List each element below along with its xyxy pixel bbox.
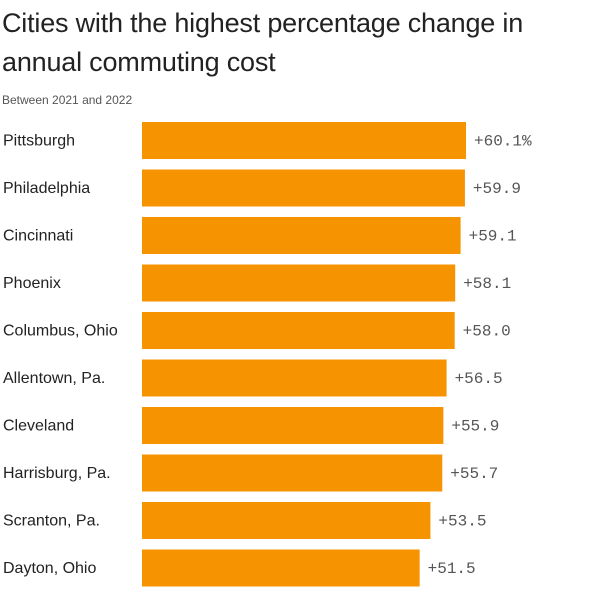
value-label: +53.5 [438, 513, 486, 531]
chart-subtitle: Between 2021 and 2022 [2, 93, 133, 107]
category-label: Cleveland [3, 418, 74, 435]
bar [142, 502, 431, 539]
value-label: +58.0 [463, 323, 511, 341]
category-label: Pittsburgh [3, 133, 75, 150]
category-label: Dayton, Ohio [3, 560, 96, 577]
bar [142, 217, 461, 254]
bar [142, 122, 466, 159]
bar [142, 454, 443, 492]
bar [142, 549, 420, 587]
value-label: +59.9 [473, 180, 521, 198]
value-label: +60.1% [474, 133, 532, 151]
bar [142, 359, 447, 397]
bar [142, 169, 465, 207]
category-label: Philadelphia [3, 180, 90, 197]
bar [142, 312, 455, 349]
value-label: +59.1 [469, 228, 517, 246]
bar [142, 264, 456, 302]
bar [142, 407, 444, 444]
category-label: Phoenix [3, 275, 61, 292]
value-label: +58.1 [463, 275, 511, 293]
category-label: Columbus, Ohio [3, 323, 118, 340]
value-label: +55.7 [450, 465, 498, 483]
category-label: Scranton, Pa. [3, 513, 100, 530]
value-label: +56.5 [455, 370, 503, 388]
value-label: +51.5 [428, 560, 476, 578]
category-label: Harrisburg, Pa. [3, 465, 111, 482]
chart-title: Cities with the highest percentage chang… [2, 8, 524, 77]
value-label: +55.9 [451, 418, 499, 436]
category-label: Cincinnati [3, 228, 73, 245]
category-label: Allentown, Pa. [3, 370, 105, 387]
